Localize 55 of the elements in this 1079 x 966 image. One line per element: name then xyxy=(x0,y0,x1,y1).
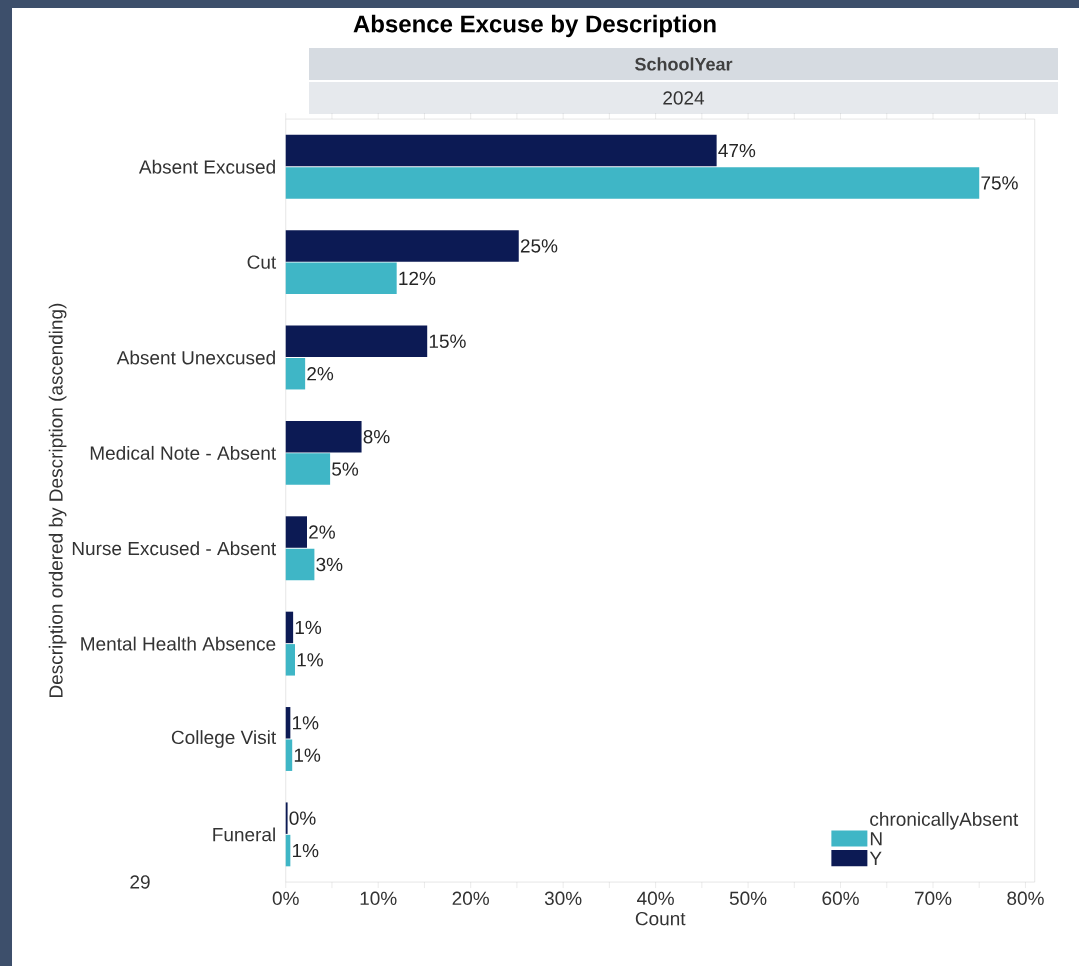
bar xyxy=(285,262,397,295)
y-tick-label: Nurse Excused - Absent xyxy=(72,541,277,556)
y-tick-label: College Visit xyxy=(171,730,277,748)
data-label: 3% xyxy=(316,557,343,572)
bar xyxy=(285,739,293,771)
y-tick-label: Mental Health Absence xyxy=(81,636,276,651)
x-tick-label: 0% xyxy=(272,891,299,906)
data-label: 15% xyxy=(429,334,466,348)
y-tick-label: Cut xyxy=(247,255,277,269)
data-label: 2% xyxy=(307,367,334,381)
text: 29 xyxy=(130,875,150,889)
x-tick-label: 10% xyxy=(360,891,397,906)
data-label: 0% xyxy=(289,811,316,825)
bar xyxy=(285,357,306,390)
bar xyxy=(285,134,717,167)
x-tick-label: 70% xyxy=(914,891,952,906)
data-label: 25% xyxy=(520,239,558,253)
bar xyxy=(285,325,428,358)
chart-title: Absence Excuse by Description xyxy=(353,14,716,38)
y-tick-label: Medical Note - Absent xyxy=(90,445,277,460)
data-label: 1% xyxy=(295,620,322,635)
y-tick-label: Absent Excused xyxy=(138,159,275,174)
bar xyxy=(285,420,362,453)
data-label: 1% xyxy=(293,843,319,858)
x-tick-label: 50% xyxy=(729,891,767,906)
y-axis-title: Description ordered by Description (ascending) xyxy=(48,303,67,698)
bar xyxy=(285,453,331,485)
x-tick-label: 80% xyxy=(1007,891,1044,906)
data-label: 12% xyxy=(399,271,436,286)
data-label: 2% xyxy=(309,525,335,539)
y-tick-label: Absent Unexcused xyxy=(116,350,275,365)
y-tick-label: Funeral xyxy=(213,827,275,842)
legend-label: Y xyxy=(869,851,882,865)
data-label: 1% xyxy=(294,748,321,762)
data-label: 5% xyxy=(332,462,359,476)
data-label: 1% xyxy=(297,653,323,667)
bar xyxy=(285,516,307,548)
data-label: 8% xyxy=(363,429,390,444)
data-label: 1% xyxy=(293,716,319,730)
bar xyxy=(285,611,294,644)
text: 2024 xyxy=(663,91,705,105)
bar xyxy=(285,230,519,262)
bar xyxy=(285,167,980,199)
bar xyxy=(285,548,315,581)
bar xyxy=(285,644,295,676)
data-label: 75% xyxy=(981,176,1018,190)
legend-label: N xyxy=(870,832,882,846)
x-tick-label: 20% xyxy=(452,891,489,906)
chart-subtitle: SchoolYear xyxy=(635,57,733,71)
legend-title: chronicallyAbsent xyxy=(870,812,1019,830)
data-label: 47% xyxy=(718,143,756,158)
x-tick-label: 40% xyxy=(637,891,674,906)
x-axis-title: Count xyxy=(635,911,686,926)
x-tick-label: 60% xyxy=(822,891,859,906)
x-tick-label: 30% xyxy=(544,891,582,906)
